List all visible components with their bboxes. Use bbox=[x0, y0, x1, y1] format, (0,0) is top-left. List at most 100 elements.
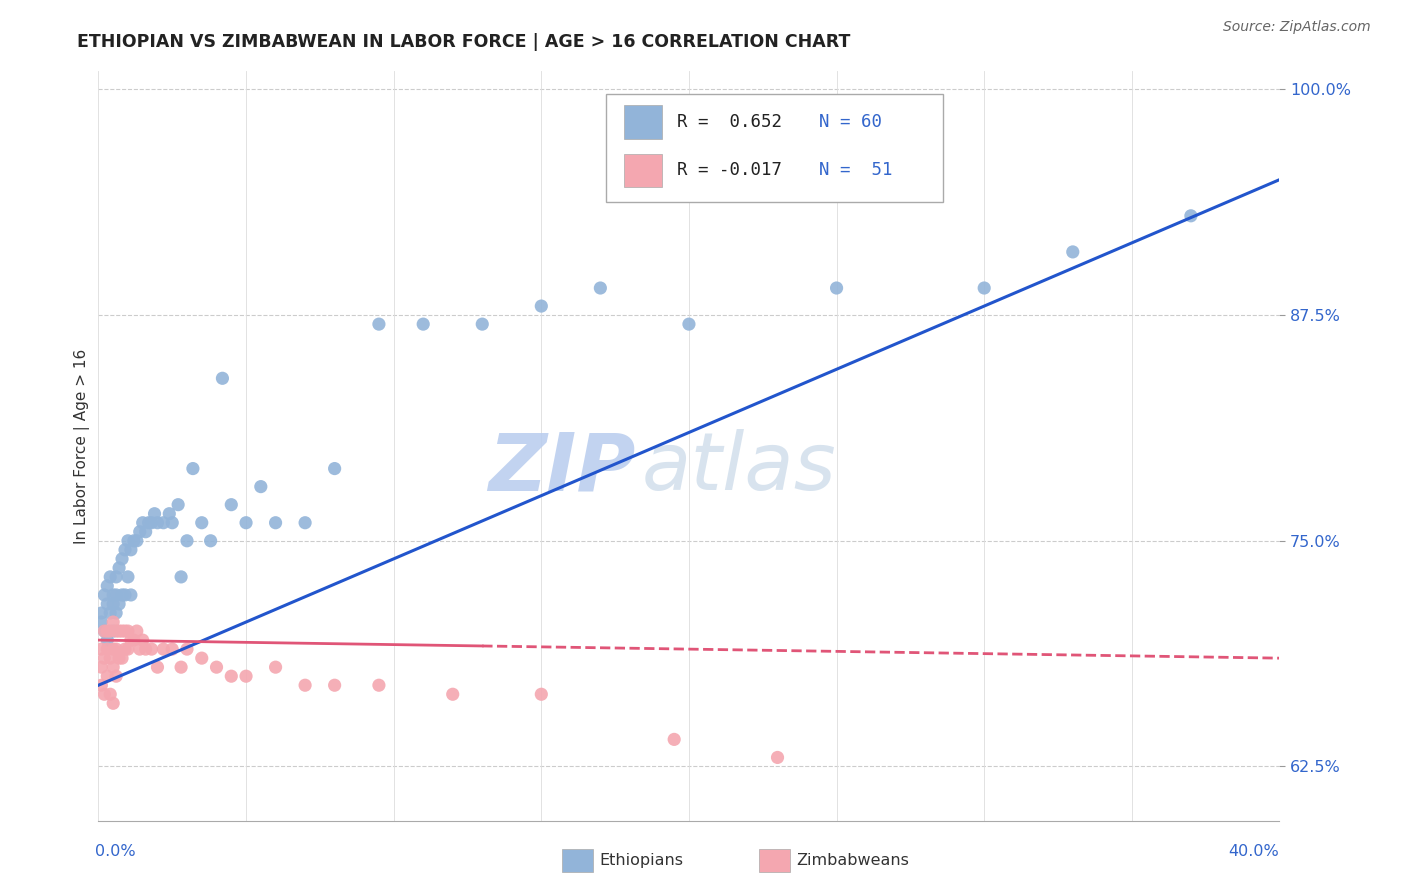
Point bbox=[108, 561, 131, 575]
Point bbox=[93, 687, 115, 701]
Text: Zimbabweans: Zimbabweans bbox=[796, 854, 908, 868]
Point bbox=[98, 687, 121, 701]
Point bbox=[90, 642, 112, 657]
Point bbox=[111, 552, 134, 566]
Point bbox=[162, 642, 183, 657]
Point bbox=[412, 317, 434, 331]
Point bbox=[96, 579, 118, 593]
Point bbox=[235, 669, 257, 683]
Point bbox=[441, 687, 464, 701]
Point bbox=[766, 750, 789, 764]
FancyBboxPatch shape bbox=[624, 153, 662, 187]
Point bbox=[678, 317, 700, 331]
Point bbox=[90, 615, 112, 629]
Point bbox=[221, 498, 243, 512]
Point bbox=[146, 516, 169, 530]
Point bbox=[108, 597, 131, 611]
Point bbox=[96, 633, 118, 648]
Point bbox=[323, 461, 346, 475]
Point bbox=[105, 570, 128, 584]
Point bbox=[111, 624, 134, 638]
Point bbox=[1062, 244, 1084, 259]
Point bbox=[103, 597, 125, 611]
Point bbox=[122, 533, 145, 548]
Text: R = -0.017: R = -0.017 bbox=[678, 161, 782, 179]
Point bbox=[103, 642, 125, 657]
Point bbox=[191, 651, 214, 665]
Point bbox=[152, 516, 174, 530]
Point bbox=[98, 570, 121, 584]
Point bbox=[120, 633, 142, 648]
Point bbox=[105, 624, 128, 638]
Point bbox=[93, 588, 115, 602]
Point bbox=[125, 533, 148, 548]
Point bbox=[105, 669, 128, 683]
Point bbox=[250, 480, 273, 494]
Text: N =  51: N = 51 bbox=[818, 161, 893, 179]
Point bbox=[132, 516, 155, 530]
Point bbox=[105, 588, 128, 602]
Point bbox=[176, 533, 198, 548]
Point bbox=[167, 498, 190, 512]
Point bbox=[181, 461, 204, 475]
Point bbox=[589, 281, 612, 295]
Point bbox=[117, 570, 139, 584]
Point bbox=[122, 633, 145, 648]
Point bbox=[96, 669, 118, 683]
Point bbox=[114, 588, 136, 602]
Point bbox=[135, 524, 157, 539]
Point bbox=[105, 642, 128, 657]
Y-axis label: In Labor Force | Age > 16: In Labor Force | Age > 16 bbox=[75, 349, 90, 543]
Point bbox=[98, 624, 121, 638]
Point bbox=[143, 507, 166, 521]
Point bbox=[170, 570, 193, 584]
Point bbox=[108, 651, 131, 665]
Point bbox=[205, 660, 228, 674]
Point bbox=[120, 588, 142, 602]
Point bbox=[93, 651, 115, 665]
Point bbox=[90, 606, 112, 620]
Point bbox=[211, 371, 233, 385]
Point bbox=[114, 624, 136, 638]
Point bbox=[141, 516, 163, 530]
Point bbox=[103, 588, 125, 602]
Point bbox=[141, 642, 163, 657]
Point bbox=[135, 642, 157, 657]
Text: Ethiopians: Ethiopians bbox=[599, 854, 683, 868]
Point bbox=[103, 624, 125, 638]
Point bbox=[264, 660, 287, 674]
Point bbox=[103, 660, 125, 674]
Text: ZIP: ZIP bbox=[488, 429, 636, 508]
Point bbox=[162, 516, 183, 530]
Text: atlas: atlas bbox=[641, 429, 837, 508]
Point bbox=[128, 642, 150, 657]
Point bbox=[200, 533, 222, 548]
Point bbox=[128, 524, 150, 539]
Point bbox=[96, 624, 118, 638]
Point bbox=[294, 678, 316, 692]
FancyBboxPatch shape bbox=[624, 105, 662, 139]
Point bbox=[530, 299, 553, 313]
Point bbox=[93, 624, 115, 638]
Point bbox=[323, 678, 346, 692]
Point bbox=[973, 281, 995, 295]
Point bbox=[1180, 209, 1202, 223]
Point bbox=[120, 542, 142, 557]
Point bbox=[125, 624, 148, 638]
Point bbox=[132, 633, 155, 648]
Point bbox=[530, 687, 553, 701]
FancyBboxPatch shape bbox=[606, 94, 943, 202]
Point bbox=[368, 317, 391, 331]
Point bbox=[108, 624, 131, 638]
Point bbox=[146, 660, 169, 674]
Point bbox=[170, 660, 193, 674]
Point bbox=[368, 678, 391, 692]
Text: N = 60: N = 60 bbox=[818, 112, 882, 130]
Point bbox=[103, 696, 125, 710]
Point bbox=[96, 642, 118, 657]
Point bbox=[114, 542, 136, 557]
Point bbox=[176, 642, 198, 657]
Text: Source: ZipAtlas.com: Source: ZipAtlas.com bbox=[1223, 20, 1371, 34]
Point bbox=[117, 624, 139, 638]
Point bbox=[90, 660, 112, 674]
